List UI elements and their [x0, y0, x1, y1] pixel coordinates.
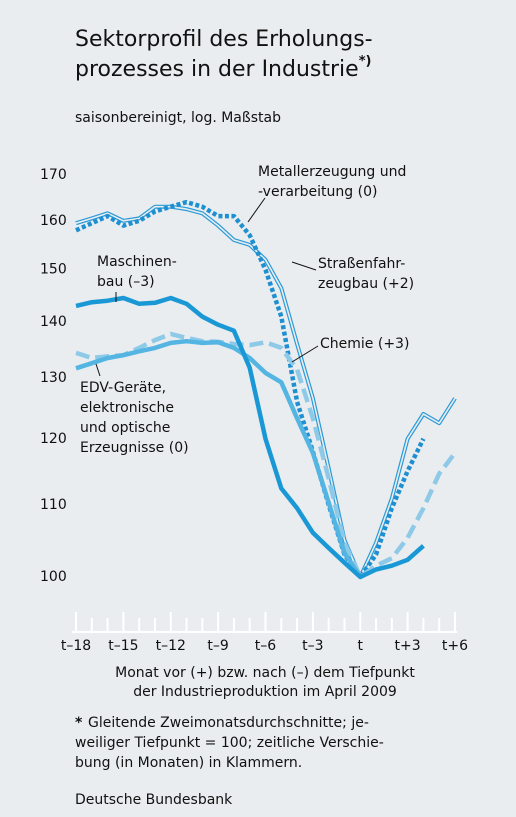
- footnote-marker: *: [75, 715, 83, 731]
- x-axis-label: Monat vor (+) bzw. nach (–) dem Tiefpunk…: [115, 665, 415, 681]
- series-label: EDV-Geräte,: [80, 380, 166, 396]
- label-leader: [291, 345, 319, 363]
- y-tick-label: 140: [40, 314, 67, 330]
- x-axis-label: der Industrieproduktion im April 2009: [133, 684, 397, 700]
- series-label: Straßenfahr-: [318, 256, 405, 272]
- label-leader: [95, 363, 101, 377]
- y-tick-label: 120: [40, 431, 67, 447]
- x-tick-label: t: [358, 638, 364, 654]
- y-tick-label: 170: [40, 167, 67, 183]
- series-line: [75, 295, 425, 580]
- subtitle: saisonbereinigt, log. Maßstab: [75, 110, 281, 126]
- series-label: zeugbau (+2): [318, 276, 414, 292]
- x-tick-label: t–12: [156, 638, 186, 654]
- series-line-inner: [75, 205, 456, 578]
- footnote: weiliger Tiefpunkt = 100; zeitliche Vers…: [75, 735, 384, 751]
- footnote: Gleitende Zweimonatsdurchschnitte; je-: [88, 715, 369, 731]
- y-tick-label: 100: [40, 569, 67, 585]
- chart-title: Sektorprofil des Erholungs-: [75, 27, 373, 52]
- source: Deutsche Bundesbank: [75, 792, 233, 808]
- y-tick-label: 150: [40, 262, 67, 278]
- y-tick-label: 160: [40, 213, 67, 229]
- series-label: -verarbeitung (0): [258, 184, 377, 200]
- x-tick-label: t–18: [61, 638, 91, 654]
- x-tick-label: t+3: [395, 638, 421, 654]
- series-label: Maschinen-: [97, 254, 177, 270]
- y-tick-label: 110: [40, 497, 67, 513]
- series-label: Chemie (+3): [320, 336, 409, 352]
- x-tick-label: t–6: [255, 638, 276, 654]
- chart-title: prozesses in der Industrie: [75, 57, 359, 82]
- x-tick-label: t–3: [302, 638, 323, 654]
- footnote: bung (in Monaten) in Klammern.: [75, 755, 302, 771]
- series-label: Metallerzeugung und: [258, 164, 406, 180]
- y-tick-label: 130: [40, 370, 67, 386]
- series-label: und optische: [80, 420, 170, 436]
- series-label: elektronische: [80, 400, 174, 416]
- series-line: [75, 331, 457, 580]
- chart-title: prozesses in der Industrie*): [75, 54, 371, 83]
- series-label: Erzeugnisse (0): [80, 440, 189, 456]
- series-line: [75, 338, 363, 579]
- series-line: [75, 199, 426, 580]
- title-note: *): [359, 54, 372, 69]
- label-leader: [247, 197, 266, 223]
- label-leader: [291, 261, 317, 271]
- x-tick-label: t+6: [442, 638, 468, 654]
- series-label: bau (–3): [97, 274, 155, 290]
- x-tick-label: t–15: [108, 638, 138, 654]
- x-tick-label: t–9: [207, 638, 228, 654]
